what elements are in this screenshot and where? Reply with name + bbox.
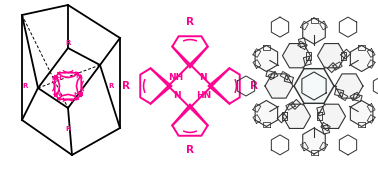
Polygon shape bbox=[350, 46, 373, 72]
Polygon shape bbox=[341, 49, 351, 59]
Text: R: R bbox=[122, 81, 130, 91]
Polygon shape bbox=[291, 99, 301, 109]
Polygon shape bbox=[303, 18, 325, 44]
Polygon shape bbox=[294, 69, 334, 103]
Polygon shape bbox=[298, 38, 306, 47]
Text: N: N bbox=[199, 73, 207, 82]
Text: NH: NH bbox=[52, 76, 62, 80]
Text: HN: HN bbox=[197, 90, 212, 99]
Text: R: R bbox=[250, 81, 258, 91]
Text: R: R bbox=[108, 83, 113, 89]
Text: N: N bbox=[173, 90, 181, 99]
Text: R: R bbox=[186, 145, 194, 155]
Text: HN: HN bbox=[74, 92, 84, 96]
Text: R: R bbox=[186, 17, 194, 27]
Polygon shape bbox=[284, 75, 294, 83]
Polygon shape bbox=[335, 89, 344, 97]
Text: N: N bbox=[55, 92, 61, 96]
Polygon shape bbox=[317, 106, 325, 116]
Text: R: R bbox=[65, 126, 71, 132]
Polygon shape bbox=[350, 100, 373, 126]
Polygon shape bbox=[266, 70, 275, 78]
Polygon shape bbox=[303, 56, 311, 66]
Polygon shape bbox=[265, 74, 293, 98]
Text: N: N bbox=[75, 73, 81, 78]
Polygon shape bbox=[318, 104, 345, 128]
Polygon shape bbox=[322, 125, 330, 134]
Polygon shape bbox=[303, 128, 325, 154]
Polygon shape bbox=[335, 74, 363, 98]
Text: NH: NH bbox=[168, 73, 184, 82]
Polygon shape bbox=[282, 44, 310, 68]
Polygon shape bbox=[255, 46, 277, 72]
Polygon shape bbox=[318, 44, 345, 68]
Text: R: R bbox=[65, 40, 71, 46]
Polygon shape bbox=[353, 94, 362, 102]
Text: R: R bbox=[23, 83, 28, 89]
Polygon shape bbox=[277, 113, 287, 123]
Polygon shape bbox=[255, 100, 277, 126]
Polygon shape bbox=[327, 63, 337, 73]
Polygon shape bbox=[282, 104, 310, 128]
